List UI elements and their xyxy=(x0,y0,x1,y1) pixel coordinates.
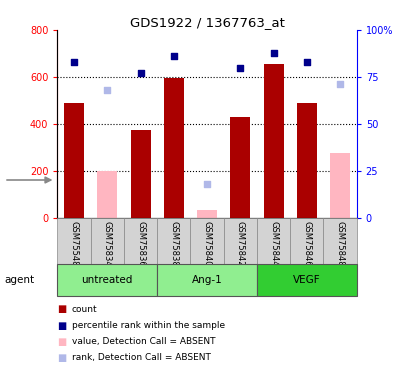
Text: GSM75834: GSM75834 xyxy=(103,221,112,267)
Bar xyxy=(157,217,190,264)
Text: ■: ■ xyxy=(57,353,67,363)
Text: untreated: untreated xyxy=(81,275,133,285)
Point xyxy=(170,53,177,59)
Point xyxy=(71,59,77,65)
Point xyxy=(336,81,342,87)
Bar xyxy=(223,217,256,264)
Bar xyxy=(130,130,150,218)
Text: VEGF: VEGF xyxy=(292,275,320,285)
Text: percentile rank within the sample: percentile rank within the sample xyxy=(72,321,224,330)
Bar xyxy=(329,153,349,218)
Text: GSM75842: GSM75842 xyxy=(235,221,244,267)
Bar xyxy=(57,264,157,296)
Bar xyxy=(124,217,157,264)
Point xyxy=(303,59,309,65)
Text: GSM75838: GSM75838 xyxy=(169,221,178,267)
Bar xyxy=(290,217,323,264)
Bar xyxy=(97,171,117,217)
Text: GSM75844: GSM75844 xyxy=(268,221,277,267)
Bar xyxy=(197,210,216,218)
Bar xyxy=(263,64,283,217)
Text: ■: ■ xyxy=(57,337,67,346)
Bar xyxy=(164,78,183,218)
Bar xyxy=(256,264,356,296)
Point xyxy=(203,181,210,187)
Point xyxy=(104,87,110,93)
Text: agent: agent xyxy=(4,275,34,285)
Title: GDS1922 / 1367763_at: GDS1922 / 1367763_at xyxy=(129,16,284,29)
Text: GSM75848: GSM75848 xyxy=(335,221,344,267)
Text: ■: ■ xyxy=(57,321,67,330)
Text: ■: ■ xyxy=(57,304,67,314)
Bar xyxy=(296,103,316,218)
Bar xyxy=(190,217,223,264)
Bar xyxy=(230,117,249,218)
Point xyxy=(236,64,243,70)
Bar xyxy=(157,264,256,296)
Bar xyxy=(64,103,84,218)
Text: count: count xyxy=(72,305,97,314)
Text: GSM75846: GSM75846 xyxy=(301,221,310,267)
Text: GSM75836: GSM75836 xyxy=(136,221,145,267)
Bar xyxy=(57,217,90,264)
Text: GSM75840: GSM75840 xyxy=(202,221,211,267)
Bar xyxy=(90,217,124,264)
Point xyxy=(270,50,276,55)
Text: Ang-1: Ang-1 xyxy=(191,275,222,285)
Bar xyxy=(256,217,290,264)
Text: GSM75548: GSM75548 xyxy=(70,221,79,267)
Text: rank, Detection Call = ABSENT: rank, Detection Call = ABSENT xyxy=(72,353,210,362)
Point xyxy=(137,70,144,76)
Bar xyxy=(323,217,356,264)
Text: value, Detection Call = ABSENT: value, Detection Call = ABSENT xyxy=(72,337,215,346)
